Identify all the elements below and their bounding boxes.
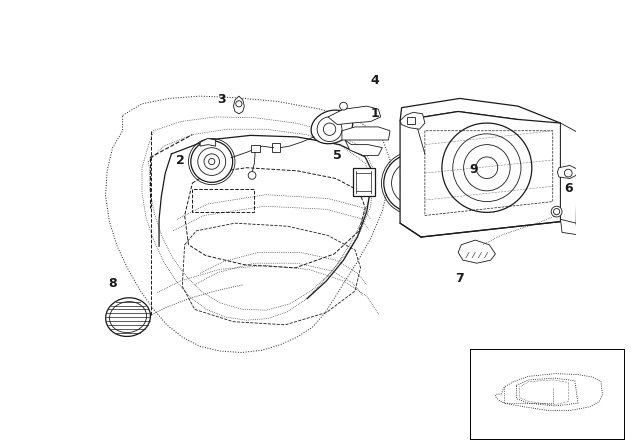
Polygon shape xyxy=(400,112,561,237)
Polygon shape xyxy=(400,99,561,134)
Circle shape xyxy=(204,154,220,169)
Circle shape xyxy=(317,117,342,142)
Polygon shape xyxy=(353,168,374,196)
Circle shape xyxy=(191,141,233,182)
Text: 3: 3 xyxy=(217,94,225,107)
Circle shape xyxy=(551,206,562,217)
Polygon shape xyxy=(328,106,381,125)
Text: 6: 6 xyxy=(564,182,573,195)
Polygon shape xyxy=(458,240,495,263)
Text: 2: 2 xyxy=(177,154,185,167)
Circle shape xyxy=(554,208,560,215)
Polygon shape xyxy=(250,145,260,152)
Circle shape xyxy=(323,123,336,135)
Polygon shape xyxy=(345,140,382,155)
Circle shape xyxy=(198,148,226,176)
Circle shape xyxy=(465,170,470,176)
Circle shape xyxy=(564,169,572,177)
Polygon shape xyxy=(200,138,216,146)
Circle shape xyxy=(476,157,498,178)
Polygon shape xyxy=(407,117,415,124)
Text: 8: 8 xyxy=(108,277,117,290)
Circle shape xyxy=(392,162,435,205)
Circle shape xyxy=(452,134,521,202)
Polygon shape xyxy=(272,143,280,152)
Text: 9: 9 xyxy=(469,163,478,176)
Circle shape xyxy=(236,101,242,107)
Text: 7: 7 xyxy=(456,272,464,285)
Circle shape xyxy=(463,145,510,191)
Circle shape xyxy=(248,172,256,179)
Circle shape xyxy=(408,178,419,189)
Text: 5: 5 xyxy=(333,149,342,162)
Polygon shape xyxy=(342,127,390,140)
Circle shape xyxy=(340,102,348,110)
Text: 00092   8: 00092 8 xyxy=(474,384,515,393)
Polygon shape xyxy=(561,220,577,235)
Circle shape xyxy=(384,154,443,212)
Polygon shape xyxy=(557,165,577,178)
Ellipse shape xyxy=(106,298,150,336)
Circle shape xyxy=(401,171,426,195)
Polygon shape xyxy=(561,123,577,229)
Ellipse shape xyxy=(311,110,353,144)
Text: 4: 4 xyxy=(370,74,379,87)
Text: 1: 1 xyxy=(370,108,379,121)
Polygon shape xyxy=(400,112,425,129)
Circle shape xyxy=(442,123,532,212)
Circle shape xyxy=(209,159,215,165)
Circle shape xyxy=(461,167,474,179)
Polygon shape xyxy=(234,96,244,114)
